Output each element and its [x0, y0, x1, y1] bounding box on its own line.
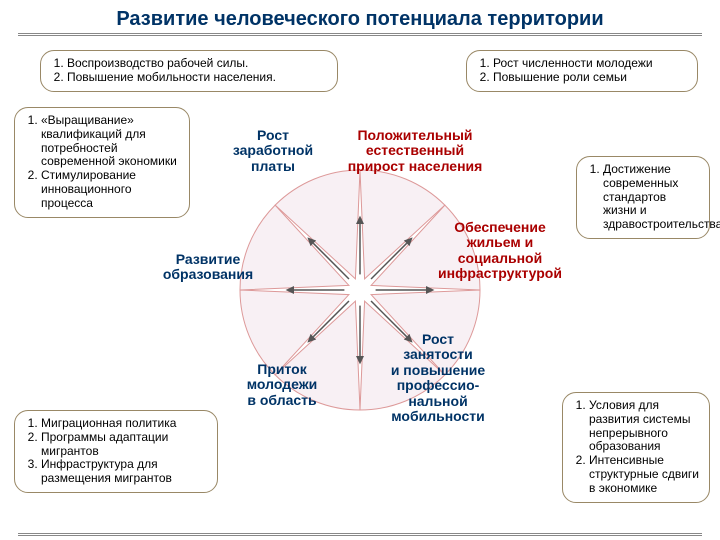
sector-label: Положительныйестественныйприрост населен… [330, 128, 500, 174]
box-top-right: Рост численности молодежиПовышение роли … [466, 50, 698, 92]
box-list-item: Интенсивные структурные сдвиги в экономи… [589, 454, 701, 495]
box-list-item: Рост численности молодежи [493, 57, 689, 71]
box-list-item: Достижение современных стандартов жизни … [603, 163, 701, 232]
box-list-item: «Выращивание» квалификаций для потребнос… [41, 114, 181, 169]
box-left-upper: «Выращивание» квалификаций для потребнос… [14, 107, 190, 218]
box-list-item: Условия для развития системы непрерывног… [589, 399, 701, 454]
sector-label: Обеспечениежильем исоциальнойинфраструкт… [420, 220, 580, 282]
footer-divider [18, 533, 702, 536]
box-list-item: Повышение роли семьи [493, 71, 689, 85]
sector-label: Ростзанятостии повышениепрофессио-нально… [368, 332, 508, 424]
sector-label: Ростзаработнойплаты [218, 128, 328, 174]
box-list-item: Программы адаптации мигрантов [41, 431, 209, 459]
sector-label: Притокмолодежив область [232, 362, 332, 408]
box-list-item: Инфраструктура для размещения мигрантов [41, 458, 209, 486]
box-top-left: Воспроизводство рабочей силы.Повышение м… [40, 50, 338, 92]
sector-label: Развитиеобразования [148, 252, 268, 283]
box-right-lower: Условия для развития системы непрерывног… [562, 392, 710, 503]
box-right-upper: Достижение современных стандартов жизни … [576, 156, 710, 239]
box-list-item: Воспроизводство рабочей силы. [67, 57, 329, 71]
box-list-item: Повышение мобильности населения. [67, 71, 329, 85]
box-list-item: Миграционная политика [41, 417, 209, 431]
page-title: Развитие человеческого потенциала террит… [0, 0, 720, 33]
box-list-item: Стимулирование инновационного процесса [41, 169, 181, 210]
box-left-lower: Миграционная политикаПрограммы адаптации… [14, 410, 218, 493]
title-divider [18, 33, 702, 36]
